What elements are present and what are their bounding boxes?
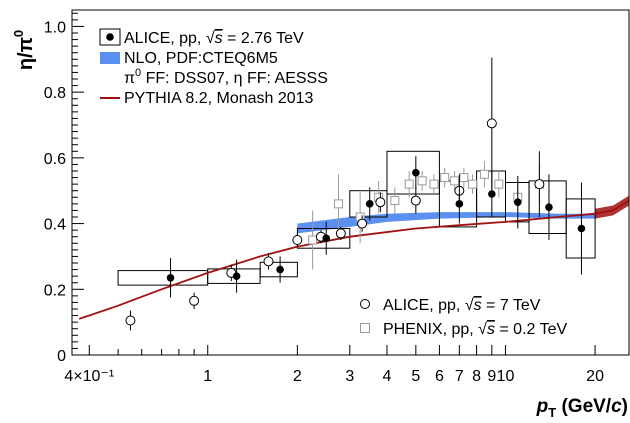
legend-label-pythia: PYTHIA 8.2, Monash 2013 — [124, 90, 314, 107]
phenix-point-10 — [459, 173, 469, 183]
x-tick-label-11: 20 — [586, 368, 604, 385]
alice-7tev-point-1 — [189, 295, 200, 306]
legend-label-phenix: PHENIX, pp, √s = 0.2 TeV — [383, 321, 567, 338]
y-tick-label-1: 0.2 — [44, 282, 66, 299]
legend-label-nlo: NLO, PDF:CTEQ6M5 — [124, 50, 278, 67]
systematic-box-4 — [349, 190, 388, 218]
pythia-band-layer — [595, 195, 629, 219]
alice-7tev-point-0 — [125, 315, 136, 326]
x-tick-label-1: 1 — [203, 368, 212, 385]
phenix-point-11 — [467, 179, 477, 189]
legend-marker-nlo-band — [100, 52, 120, 64]
x-axis-ticks: 4×10⁻¹ 1 2 3 4 5 6 7 8 9 10 20 — [64, 345, 604, 385]
y-tick-label-0: 0 — [57, 348, 66, 365]
x-tick-label-4: 4 — [383, 368, 392, 385]
alice-276tev-point-5 — [412, 168, 420, 177]
x-tick-label-8: 8 — [472, 368, 481, 385]
phenix-point-1 — [334, 199, 344, 209]
alice-7tev-point-9 — [410, 195, 421, 206]
phenix-point-4 — [390, 196, 400, 206]
x-tick-label-6: 6 — [435, 368, 444, 385]
phenix-point-6 — [417, 176, 427, 186]
alice-276tev-point-4 — [365, 200, 374, 208]
x-tick-label-2: 2 — [293, 368, 302, 385]
alice-276tev-point-9 — [545, 203, 553, 211]
phenix-point-0 — [308, 235, 318, 245]
phenix-points-layer — [308, 161, 544, 270]
alice-276tev-point-0 — [166, 273, 175, 282]
phenix-point-13 — [494, 179, 504, 189]
alice-7tev-point-7 — [357, 218, 368, 229]
systematic-box-5 — [386, 150, 440, 195]
x-tick-label-7: 7 — [455, 368, 464, 385]
y-tick-label-4: 0.8 — [44, 85, 66, 102]
systematic-box-2 — [259, 261, 298, 278]
x-tick-label-0: 4×10⁻¹ — [64, 368, 114, 385]
phenix-point-5 — [404, 179, 414, 189]
legend-marker-alice-276-dot — [106, 33, 114, 41]
y-tick-label-3: 0.6 — [44, 151, 66, 168]
phenix-point-8 — [440, 173, 450, 183]
alice-7tev-point-6 — [335, 228, 346, 239]
alice-276tev-point-8 — [513, 198, 522, 207]
y-axis-label: η/π0 — [11, 30, 37, 70]
legend-label-nlo-ff: π0 FF: DSS07, η FF: AESSS — [124, 67, 328, 87]
pythia-curve — [78, 199, 630, 320]
alice-276tev-point-6 — [455, 200, 464, 208]
alice-7tev-point-11 — [486, 118, 497, 129]
phenix-point-7 — [429, 179, 439, 189]
alice-7tev-points-layer — [125, 57, 545, 331]
x-axis-label: pT (GeV/c) — [536, 396, 628, 420]
x-tick-label-9: 9 — [487, 368, 496, 385]
x-tick-label-3: 3 — [345, 368, 354, 385]
alice-276tev-point-10 — [577, 224, 586, 233]
x-tick-label-10: 10 — [497, 368, 515, 385]
y-axis-ticks: 0 0.2 0.4 0.6 0.8 1.0 — [44, 12, 84, 365]
alice-7tev-point-3 — [263, 256, 274, 267]
x-tick-label-5: 5 — [411, 368, 420, 385]
legend-marker-phenix-square — [360, 323, 370, 333]
alice-7tev-point-12 — [534, 179, 545, 190]
alice-276tev-point-7 — [488, 190, 496, 198]
alice-276tev-point-3 — [322, 234, 331, 243]
y-tick-label-5: 1.0 — [44, 19, 66, 36]
alice-276tev-points-layer — [166, 156, 586, 298]
alice-7tev-point-4 — [292, 235, 303, 245]
phenix-point-12 — [479, 169, 489, 179]
systematic-box-10 — [565, 198, 596, 259]
legend-marker-alice-276-box — [99, 28, 121, 46]
pythia-curve-layer — [78, 199, 630, 320]
legend-label-alice-276: ALICE, pp, √s = 2.76 TeV — [124, 30, 304, 47]
alice-276tev-point-1 — [232, 272, 241, 280]
pythia-uncertainty-band — [595, 195, 629, 219]
alice-7tev-point-8 — [375, 197, 386, 208]
legend-top: ALICE, pp, √s = 2.76 TeV NLO, PDF:CTEQ6M… — [99, 28, 328, 107]
legend-label-alice-7: ALICE, pp, √s = 7 TeV — [383, 297, 541, 314]
phenix-point-9 — [450, 176, 460, 186]
alice-276tev-point-2 — [276, 265, 284, 274]
legend-bottom: ALICE, pp, √s = 7 TeV PHENIX, pp, √s = 0… — [360, 297, 567, 338]
y-tick-label-2: 0.4 — [44, 217, 66, 234]
plot-frame — [71, 9, 630, 356]
legend-marker-alice-7-circle — [360, 299, 370, 309]
